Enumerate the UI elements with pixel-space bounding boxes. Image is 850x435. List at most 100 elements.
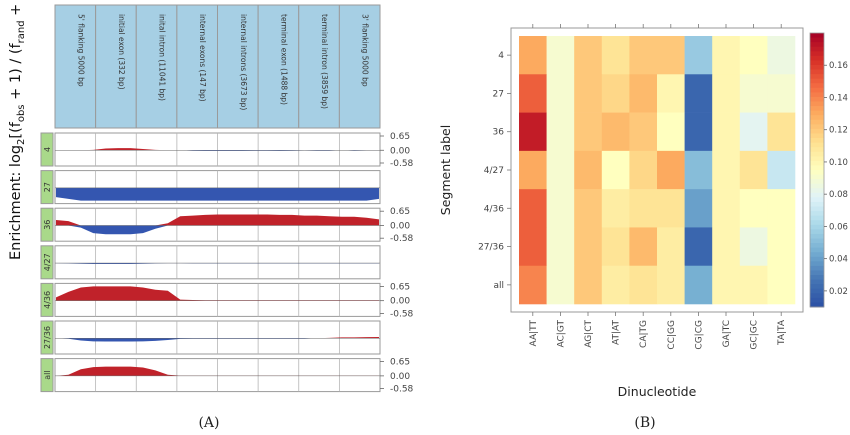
x-axis-title: Dinucleotide: [618, 384, 697, 399]
y-tick-label: -0.58: [390, 385, 414, 395]
heatmap-cell: [739, 265, 768, 305]
enrichment-area-positive: [56, 286, 379, 301]
heatmap-cell: [712, 189, 741, 228]
y-category-label: 27: [493, 89, 504, 99]
heatmap-cell: [712, 150, 741, 190]
colorbar-segment: [810, 138, 824, 144]
colorbar-segment: [810, 64, 824, 71]
region-header-box: [257, 4, 300, 129]
heatmap-cell: [767, 227, 796, 267]
panel-b-caption: (B): [634, 415, 655, 431]
heatmap-cell: [629, 227, 658, 267]
segment-label-tab: [40, 282, 54, 317]
heatmap-cell: [657, 265, 685, 305]
heatmap-cell: [657, 150, 685, 190]
colorbar-segment: [810, 147, 824, 153]
heatmap-cell: [684, 74, 713, 113]
x-category-label: GC|GC: [750, 320, 760, 350]
heatmap-cell: [601, 265, 630, 305]
colorbar-segment: [810, 220, 824, 226]
colorbar-segment: [810, 201, 824, 208]
region-header-box: [95, 4, 137, 129]
enrichment-area-positive: [56, 214, 379, 226]
heatmap-cell: [574, 74, 603, 113]
colorbar-segment: [810, 69, 824, 75]
segment-label-tab: [40, 320, 54, 355]
colorbar-segment: [810, 261, 824, 267]
region-header-box: [54, 4, 97, 129]
colorbar-segment: [810, 92, 824, 98]
x-category-label: GA|TC: [722, 320, 732, 347]
heatmap-cell: [574, 265, 603, 305]
colorbar-segment: [810, 119, 824, 125]
heatmap-cell: [601, 150, 630, 190]
colorbar-segment: [810, 156, 824, 162]
colorbar-segment: [810, 197, 824, 203]
heatmap-cell: [739, 112, 768, 152]
colorbar-segment: [810, 279, 824, 285]
heatmap-cell: [601, 189, 630, 228]
segment-label: 36: [43, 220, 52, 230]
colorbar-segment: [810, 238, 824, 244]
y-tick-label: 0.65: [390, 132, 410, 142]
region-header-label: terminal intron (3859 bp): [320, 14, 329, 109]
colorbar-tick-label: 0.16: [829, 61, 848, 71]
heatmap-cell: [629, 189, 658, 228]
heatmap-cell: [629, 36, 658, 75]
colorbar-segment: [810, 55, 824, 61]
x-category-label: TA|TA: [777, 319, 787, 346]
colorbar-segment: [810, 142, 824, 148]
heatmap-cell: [519, 189, 547, 228]
heatmap-cell: [519, 36, 547, 75]
heatmap-cell: [574, 36, 603, 75]
x-category-label: AT|AT: [612, 320, 622, 345]
y-tick-label: 0.65: [390, 358, 410, 368]
colorbar-segment: [810, 252, 824, 258]
colorbar-tick-label: 0.12: [829, 126, 848, 136]
heatmap-cell: [739, 227, 768, 267]
segment-label: 4: [43, 147, 52, 152]
heatmap-cell: [629, 74, 658, 113]
colorbar-frame: [809, 32, 825, 308]
heatmap-cell: [601, 36, 630, 75]
heatmap-cell: [601, 227, 630, 267]
colorbar-segment: [810, 106, 824, 112]
segment-label-tab: [40, 207, 54, 242]
y-category-label: all: [493, 281, 504, 291]
segment-label-tab: [40, 358, 54, 393]
colorbar-segment: [810, 188, 824, 194]
heatmap-cell: [712, 227, 741, 267]
region-header-label: internal introns (3673 bp): [239, 14, 248, 110]
heatmap-cell: [546, 189, 575, 228]
heatmap-cell: [574, 189, 603, 228]
heatmap-cell: [519, 112, 547, 152]
region-header-box: [135, 4, 178, 129]
heatmap-cell: [519, 227, 547, 267]
heatmap-cell: [767, 265, 796, 305]
heatmap-cell: [657, 189, 685, 228]
enrichment-area-positive: [56, 366, 379, 376]
colorbar-segment: [810, 51, 824, 57]
heatmap-cell: [684, 265, 713, 305]
heatmap-cell: [684, 189, 713, 228]
y-category-label: 4/27: [484, 166, 504, 176]
heatmap-cell: [739, 150, 768, 190]
colorbar-segment: [810, 87, 824, 93]
colorbar-segment: [810, 96, 824, 102]
colorbar-segment: [810, 133, 824, 139]
colorbar-segment: [810, 151, 824, 157]
heatmap-cell: [657, 227, 685, 267]
colorbar-segment: [810, 174, 824, 180]
segment-label-tab: [40, 132, 54, 167]
y-tick-label: -0.58: [390, 159, 414, 169]
region-header-box: [298, 4, 340, 129]
y-category-label: 4: [498, 51, 504, 61]
y-tick-label: 0.00: [390, 297, 410, 307]
x-category-label: AC|GT: [556, 320, 566, 348]
segment-label-tab: [40, 170, 54, 205]
heatmap-cell: [684, 36, 713, 75]
heatmap-cell: [739, 36, 768, 75]
y-tick-label: 0.00: [390, 146, 410, 156]
colorbar-segment: [810, 83, 824, 89]
